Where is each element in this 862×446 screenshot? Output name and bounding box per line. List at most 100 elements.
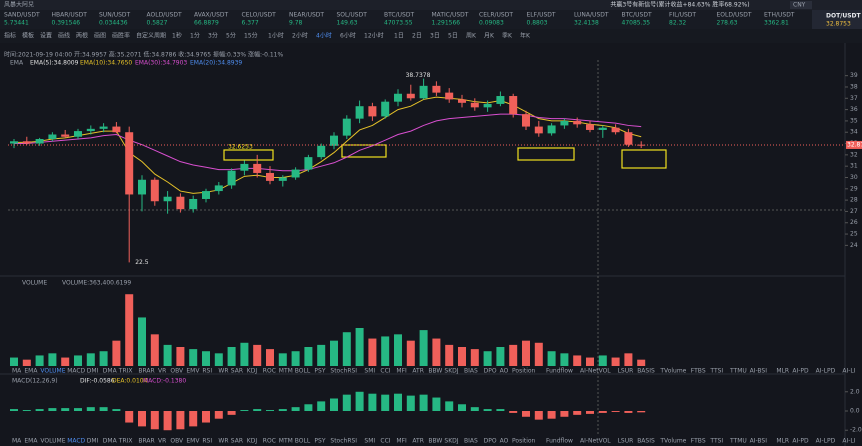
indicator-tab[interactable]: Fundflow (546, 438, 573, 445)
indicator-tab[interactable]: OBV (170, 368, 184, 375)
ticker-price[interactable]: 0.8803 (527, 20, 548, 27)
indicator-tab[interactable]: FTBS (691, 438, 706, 445)
toolbar-item[interactable]: 模板 (22, 32, 34, 40)
ticker-name[interactable]: ETH/USDT (764, 12, 795, 19)
indicator-tab[interactable]: BRAR (138, 438, 154, 445)
indicator-tab[interactable]: TTSI (709, 438, 723, 445)
indicator-tab[interactable]: Position (512, 368, 536, 375)
ticker-name[interactable]: BTC/USDT (384, 12, 414, 19)
toolbar-item[interactable]: 画线 (58, 32, 70, 40)
indicator-tab[interactable]: DMI (87, 438, 99, 445)
indicator-tab[interactable]: TVolume (659, 368, 686, 375)
indicator-tab[interactable]: LSUR (618, 438, 634, 445)
indicator-tab[interactable]: StochRSI (330, 438, 357, 445)
toolbar-item[interactable]: 周K (466, 33, 477, 40)
indicator-tab[interactable]: LSUR (618, 368, 634, 375)
ticker-price[interactable]: 66.8879 (194, 20, 219, 27)
indicator-tab[interactable]: DMI (87, 368, 99, 375)
toolbar-item[interactable]: 1小时 (268, 32, 284, 40)
indicator-tab[interactable]: BASIS (637, 438, 655, 445)
toolbar-item[interactable]: 两根 (76, 32, 88, 40)
indicator-tab[interactable]: MACD (67, 368, 85, 375)
indicator-tab[interactable]: WR (218, 368, 228, 375)
toolbar-item[interactable]: 画图 (94, 33, 106, 40)
indicator-tab[interactable]: MTM (279, 368, 293, 375)
ticker-price[interactable]: 149.63 (337, 20, 358, 27)
indicator-tab[interactable]: WR (218, 438, 228, 445)
ticker-price[interactable]: 0.391546 (52, 20, 81, 27)
indicator-tab[interactable]: SMI (364, 438, 375, 445)
ticker-price[interactable]: 278.63 (717, 20, 738, 27)
ticker-price[interactable]: 0.09083 (479, 20, 504, 27)
indicator-tab[interactable]: BRAR (138, 368, 154, 375)
toolbar-item[interactable]: 月K (484, 33, 495, 40)
indicator-tab[interactable]: MFI (396, 438, 407, 445)
ticker-price[interactable]: 0.5827 (147, 20, 168, 27)
toolbar-item[interactable]: 1日 (394, 33, 404, 40)
indicator-tab[interactable]: AI-BSI (750, 368, 768, 375)
indicator-tab[interactable]: BASIS (637, 368, 655, 375)
toolbar-item[interactable]: 5日 (448, 33, 458, 40)
indicator-tab[interactable]: PSY (314, 438, 325, 445)
indicator-tab[interactable]: AI-NetVOL (580, 438, 611, 445)
ticker-name[interactable]: MATIC/USDT (432, 12, 469, 19)
ticker-price[interactable]: 47085.35 (622, 20, 651, 27)
indicator-tab[interactable]: AI-NetVOL (580, 368, 611, 375)
indicator-tab[interactable]: TTMU (729, 438, 747, 445)
indicator-tab[interactable]: MLR (776, 438, 789, 445)
ticker-name[interactable]: FIL/USDT (669, 12, 696, 19)
ticker-price[interactable]: 32.4138 (574, 20, 599, 27)
ticker-name[interactable]: EOLD/USDT (717, 12, 752, 19)
toolbar-item[interactable]: 2日 (412, 33, 422, 40)
ticker-name[interactable]: AVAX/USDT (194, 12, 228, 19)
toolbar-item[interactable]: 3分 (208, 32, 218, 40)
toolbar-item[interactable]: 15分 (244, 32, 258, 40)
indicator-tab[interactable]: AI-BSI (750, 438, 768, 445)
indicator-tab[interactable]: TVolume (659, 438, 686, 445)
indicator-tab[interactable]: SMI (364, 368, 375, 375)
toolbar-item[interactable]: 画胜率 (112, 32, 130, 40)
indicator-tab[interactable]: MLR (776, 368, 789, 375)
indicator-tab[interactable]: AI-LPD (816, 438, 836, 445)
ticker-name[interactable]: SAND/USDT (4, 12, 40, 19)
ticker-name[interactable]: SOL/USDT (337, 12, 368, 19)
indicator-tab[interactable]: SKDJ (444, 438, 458, 445)
toolbar-item[interactable]: 指标 (4, 32, 16, 40)
indicator-tab[interactable]: OBV (170, 438, 184, 445)
indicator-tab[interactable]: RSI (202, 438, 212, 445)
ticker-name[interactable]: LUNA/USDT (574, 12, 609, 19)
indicator-tab[interactable]: MFI (396, 368, 407, 375)
indicator-tab[interactable]: SKDJ (444, 368, 458, 375)
indicator-tab[interactable]: EMA (24, 368, 38, 375)
indicator-tab[interactable]: EMA (24, 438, 38, 445)
indicator-tab[interactable]: DPO (484, 368, 497, 375)
toolbar-item[interactable]: 年K (520, 32, 531, 40)
indicator-tab[interactable]: SAR (231, 438, 243, 445)
indicator-tab[interactable]: MTM (279, 438, 293, 445)
indicator-tab[interactable]: VR (158, 438, 166, 445)
indicator-tab[interactable]: EMV (186, 438, 200, 445)
indicator-tab[interactable]: KDJ (247, 438, 258, 445)
toolbar-item[interactable]: 12小时 (364, 32, 384, 40)
ticker-name[interactable]: ELF/USDT (527, 12, 556, 19)
indicator-tab[interactable]: AI-LI (842, 438, 855, 445)
indicator-tab[interactable]: AI-PD (792, 438, 809, 445)
indicator-tab[interactable]: AO (500, 438, 509, 445)
indicator-tab[interactable]: ROC (263, 368, 276, 375)
ticker-price[interactable]: 9.78 (289, 20, 303, 27)
indicator-tab[interactable]: ATR (412, 438, 423, 445)
indicator-tab[interactable]: AO (500, 368, 509, 375)
indicator-tab[interactable]: BIAS (464, 368, 478, 375)
indicator-tab[interactable]: DPO (484, 438, 497, 445)
indicator-tab[interactable]: AI-LI (842, 368, 855, 375)
indicator-tab[interactable]: CCI (380, 368, 390, 375)
toolbar-item[interactable]: 1秒 (172, 32, 182, 40)
indicator-tab[interactable]: AI-LPD (816, 368, 836, 375)
ticker-price[interactable]: 82.32 (669, 20, 686, 27)
ticker-name[interactable]: CELR/USDT (479, 12, 513, 19)
indicator-tab[interactable]: BIAS (464, 438, 478, 445)
ticker-price[interactable]: 1.291566 (432, 20, 461, 27)
indicator-tab[interactable]: KDJ (247, 368, 258, 375)
indicator-tab[interactable]: Fundflow (546, 368, 573, 375)
ticker-name[interactable]: AOLD/USDT (147, 12, 183, 19)
